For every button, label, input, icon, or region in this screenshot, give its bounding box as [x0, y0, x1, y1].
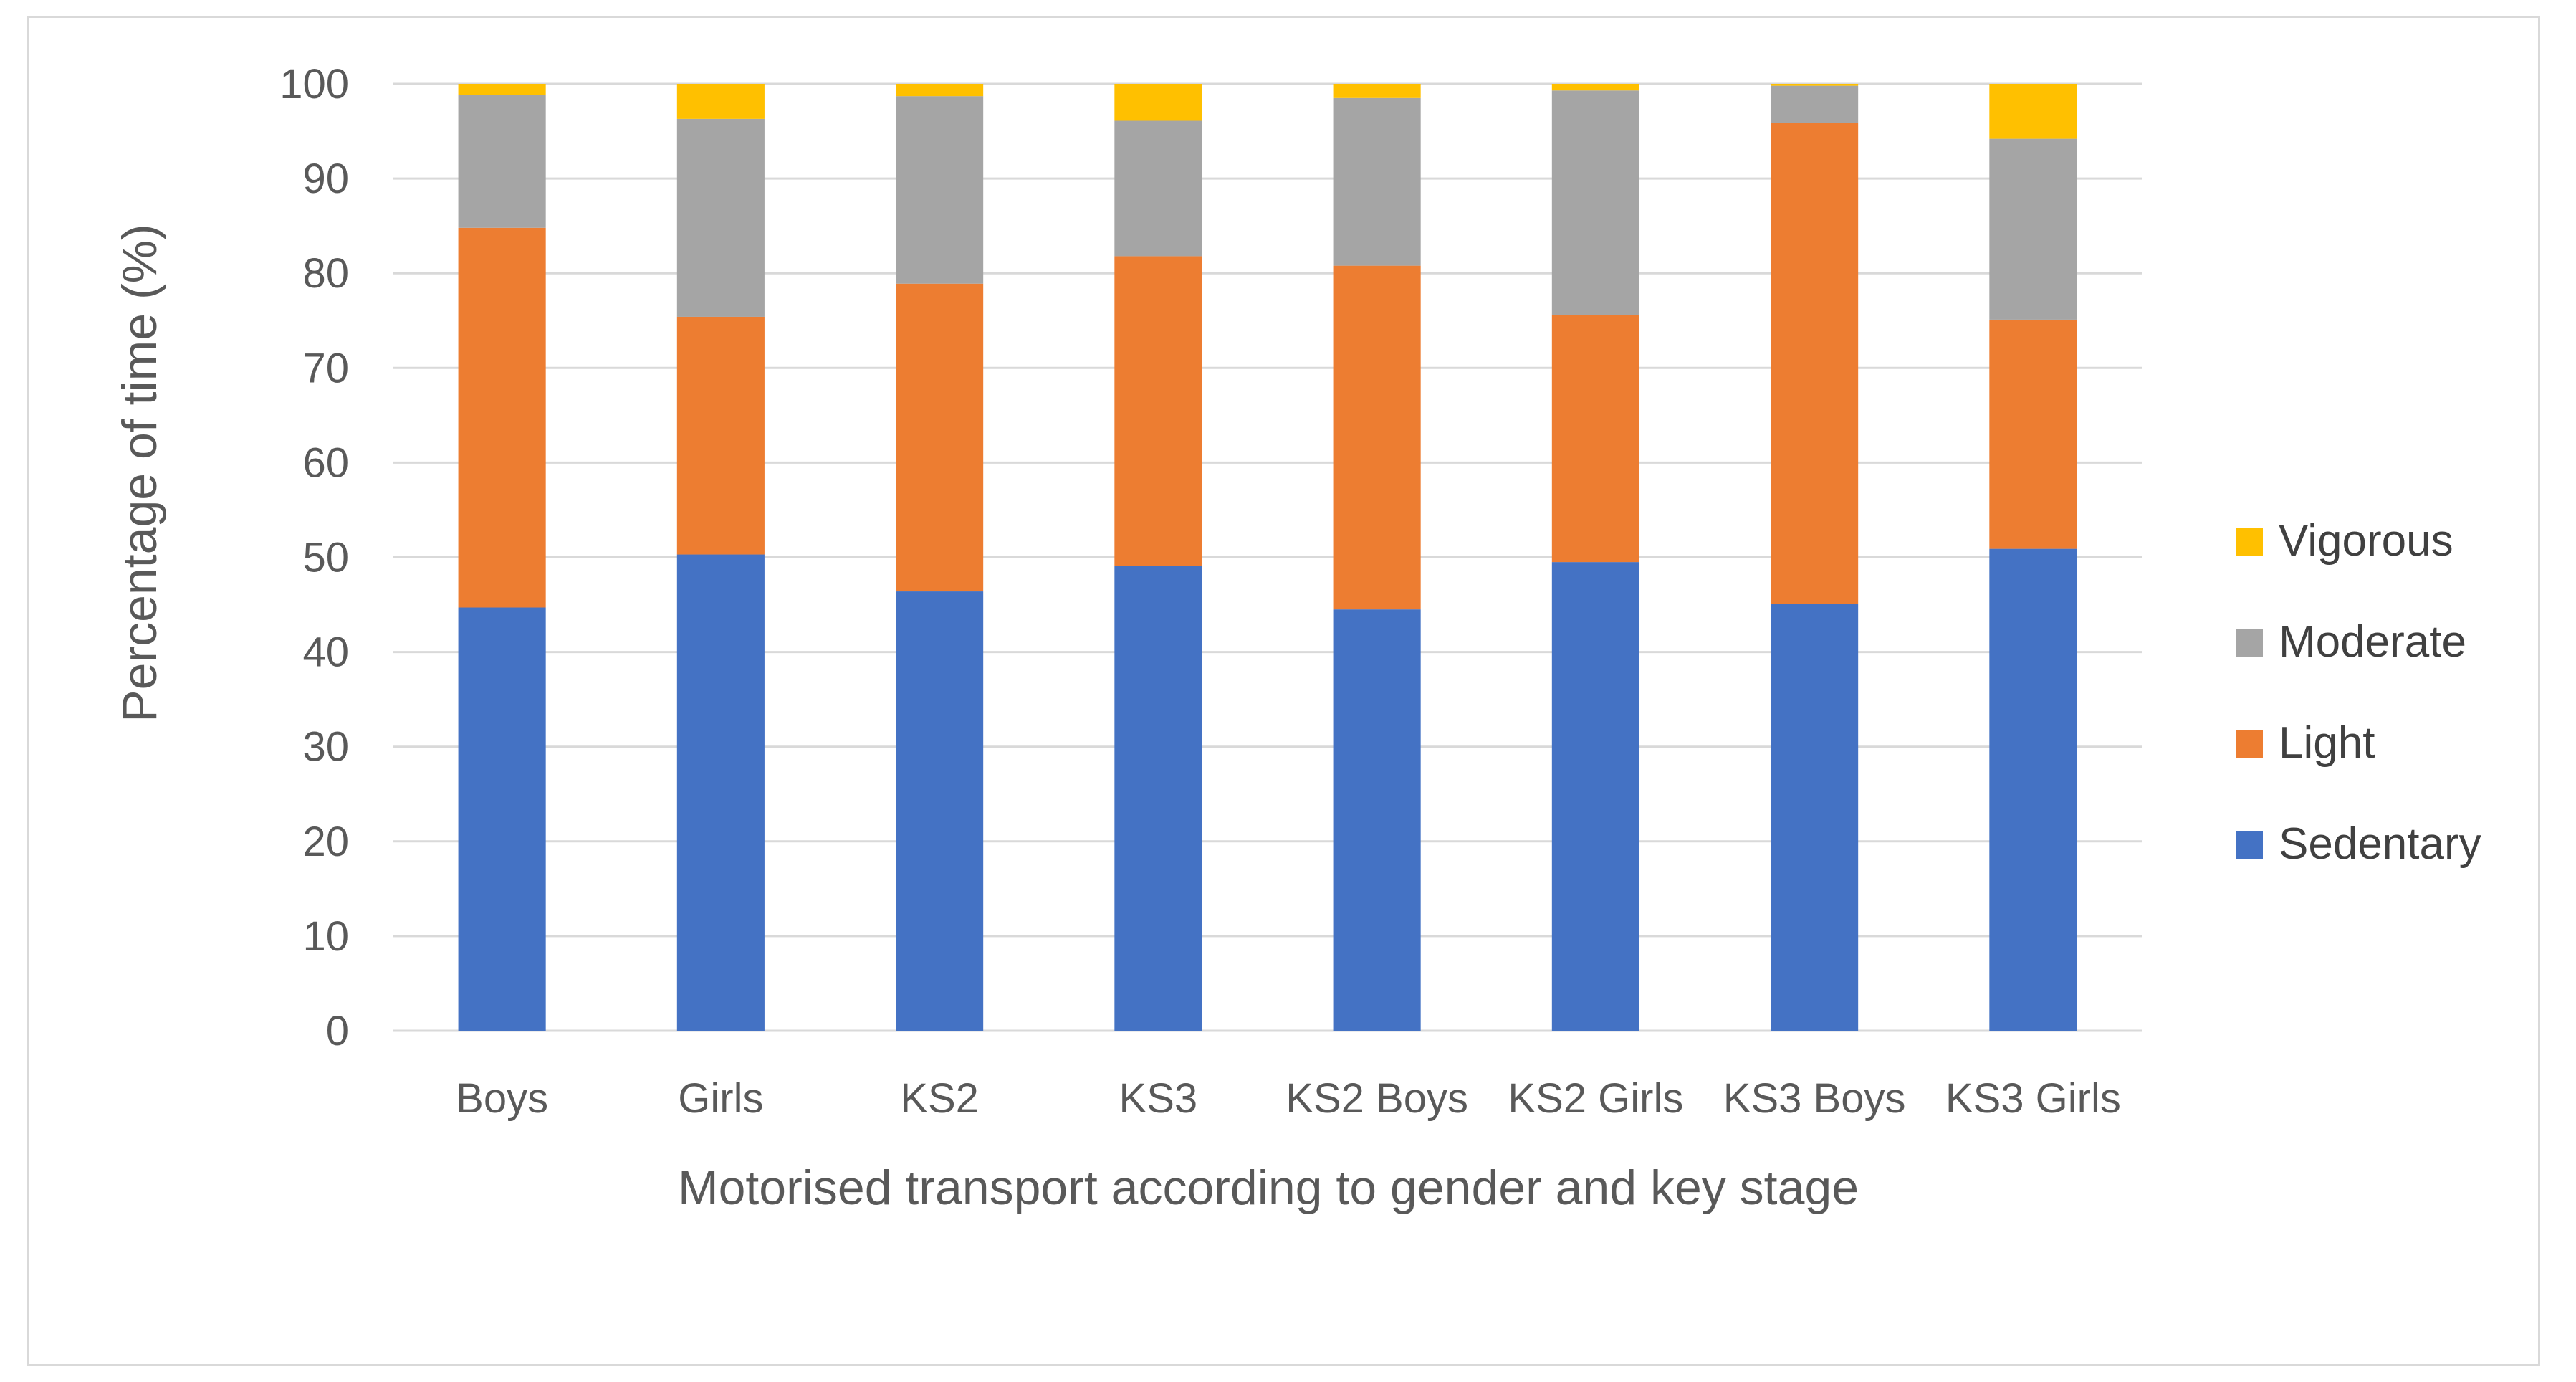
bar-light-boys: [458, 227, 546, 608]
bar-vigorous-ks2-girls: [1551, 84, 1639, 91]
legend-item-vigorous: Vigorous: [2236, 516, 2453, 566]
legend-item-sedentary: Sedentary: [2236, 819, 2481, 869]
x-tick-label: Girls: [678, 1075, 763, 1122]
x-axis-title: Motorised transport according to gender …: [678, 1161, 1859, 1215]
bar-sedentary-ks2-girls: [1551, 562, 1639, 1031]
x-tick-label: KS3 Girls: [1945, 1075, 2121, 1122]
bar-moderate-ks3-girls: [1989, 138, 2077, 320]
bar-vigorous-ks3-girls: [1989, 84, 2077, 139]
x-tick-label: Boys: [456, 1075, 548, 1122]
y-tick-label: 20: [302, 819, 349, 865]
bars: [458, 84, 2077, 1031]
bar-vigorous-girls: [676, 84, 765, 119]
x-tick-label: KS2 Boys: [1285, 1075, 1468, 1122]
legend: Vigorous Moderate Light Sedentary: [2236, 516, 2481, 869]
bar-sedentary-girls: [676, 554, 765, 1031]
bar-sedentary-ks3: [1114, 566, 1202, 1031]
bar-moderate-ks2-girls: [1551, 90, 1639, 315]
legend-swatch: [2236, 629, 2263, 657]
x-tick-label: KS2: [900, 1075, 979, 1122]
x-axis-ticks: Boys Girls KS2 KS3 KS2 Boys KS2 Girls KS3 Boys…: [456, 1075, 2121, 1122]
bar-vigorous-ks3-boys: [1771, 84, 1859, 86]
y-tick-label: 40: [302, 629, 349, 676]
bar-sedentary-ks3-girls: [1989, 548, 2077, 1031]
legend-swatch: [2236, 528, 2263, 556]
bar-sedentary-ks3-boys: [1771, 604, 1859, 1031]
legend-label: Vigorous: [2279, 516, 2453, 566]
y-tick-label: 90: [302, 156, 349, 202]
bar-vigorous-ks3: [1114, 84, 1202, 121]
bar-light-ks2: [896, 283, 984, 592]
bar-sedentary-boys: [458, 607, 546, 1031]
y-tick-label: 10: [302, 913, 349, 960]
bar-light-ks3-girls: [1989, 319, 2077, 549]
y-tick-label: 60: [302, 439, 349, 486]
y-tick-label: 70: [302, 345, 349, 391]
legend-label: Sedentary: [2279, 819, 2481, 869]
x-tick-label: KS3: [1119, 1075, 1198, 1122]
bar-light-ks3-boys: [1771, 123, 1859, 604]
legend-swatch: [2236, 730, 2263, 758]
bar-sedentary-ks2: [896, 591, 984, 1031]
bar-moderate-girls: [676, 118, 765, 317]
chart-frame: [27, 16, 2540, 1366]
bar-moderate-ks2-boys: [1333, 97, 1421, 266]
y-tick-label: 80: [302, 250, 349, 297]
x-tick-label: KS2 Girls: [1508, 1075, 1683, 1122]
legend-item-light: Light: [2236, 718, 2375, 768]
x-tick-label: KS3 Boys: [1723, 1075, 1906, 1122]
y-tick-label: 100: [279, 61, 349, 108]
y-tick-label: 0: [326, 1008, 349, 1054]
y-axis-ticks: 0 10 20 30 40 50 60 70 80 90 100: [279, 61, 349, 1054]
y-axis-title: Percentage of time (%): [112, 224, 167, 722]
bar-moderate-ks2: [896, 96, 984, 284]
bar-vigorous-boys: [458, 84, 546, 95]
legend-label: Light: [2279, 718, 2375, 768]
gridlines: [393, 82, 2142, 1032]
legend-label: Moderate: [2279, 617, 2466, 667]
bar-moderate-ks3-boys: [1771, 85, 1859, 123]
y-tick-label: 30: [302, 724, 349, 771]
legend-swatch: [2236, 831, 2263, 859]
bar-light-ks2-boys: [1333, 265, 1421, 610]
bar-moderate-boys: [458, 95, 546, 228]
bar-vigorous-ks2-boys: [1333, 84, 1421, 98]
legend-item-moderate: Moderate: [2236, 617, 2466, 667]
bar-moderate-ks3: [1114, 120, 1202, 257]
bar-light-ks3: [1114, 256, 1202, 566]
bar-light-ks2-girls: [1551, 315, 1639, 563]
bar-light-girls: [676, 316, 765, 555]
y-tick-label: 50: [302, 535, 349, 581]
bar-vigorous-ks2: [896, 84, 984, 97]
bar-sedentary-ks2-boys: [1333, 609, 1421, 1031]
